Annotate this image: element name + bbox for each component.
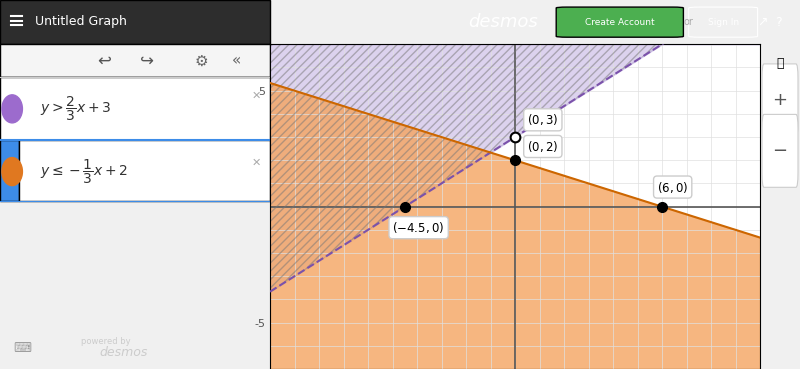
Circle shape (2, 95, 22, 123)
Text: Sign In: Sign In (707, 18, 738, 27)
Text: $y > \dfrac{2}{3}x + 3$: $y > \dfrac{2}{3}x + 3$ (41, 95, 111, 123)
Text: ↪: ↪ (141, 52, 154, 70)
Text: or: or (684, 17, 694, 27)
Text: desmos: desmos (468, 13, 538, 31)
Text: powered by: powered by (81, 337, 130, 346)
Text: ✕: ✕ (251, 157, 261, 168)
Text: −: − (773, 142, 787, 160)
Text: desmos: desmos (100, 346, 148, 359)
Text: «: « (232, 54, 242, 68)
Text: Untitled Graph: Untitled Graph (35, 15, 127, 28)
FancyBboxPatch shape (19, 140, 270, 201)
Text: $(-4.5, 0)$: $(-4.5, 0)$ (393, 220, 445, 235)
FancyBboxPatch shape (0, 0, 270, 44)
Text: $(6, 0)$: $(6, 0)$ (657, 180, 688, 194)
Text: +: + (773, 92, 787, 109)
FancyBboxPatch shape (0, 77, 270, 140)
FancyBboxPatch shape (556, 7, 683, 37)
FancyBboxPatch shape (0, 140, 19, 201)
FancyBboxPatch shape (762, 64, 798, 137)
Text: ✕: ✕ (251, 91, 261, 101)
Text: 🔧: 🔧 (776, 58, 784, 70)
Text: $(0, 3)$: $(0, 3)$ (527, 112, 558, 127)
Text: ↗: ↗ (758, 15, 768, 29)
FancyBboxPatch shape (762, 114, 798, 187)
Circle shape (2, 158, 22, 186)
FancyBboxPatch shape (0, 44, 270, 77)
Text: ⌨: ⌨ (14, 342, 31, 355)
Text: ⚙: ⚙ (194, 54, 208, 68)
Text: $(0, 2)$: $(0, 2)$ (527, 139, 558, 154)
Text: ↩: ↩ (98, 52, 111, 70)
Text: ?: ? (775, 15, 782, 29)
Text: $y \leq -\dfrac{1}{3}x + 2$: $y \leq -\dfrac{1}{3}x + 2$ (41, 158, 128, 186)
Text: Create Account: Create Account (585, 18, 654, 27)
